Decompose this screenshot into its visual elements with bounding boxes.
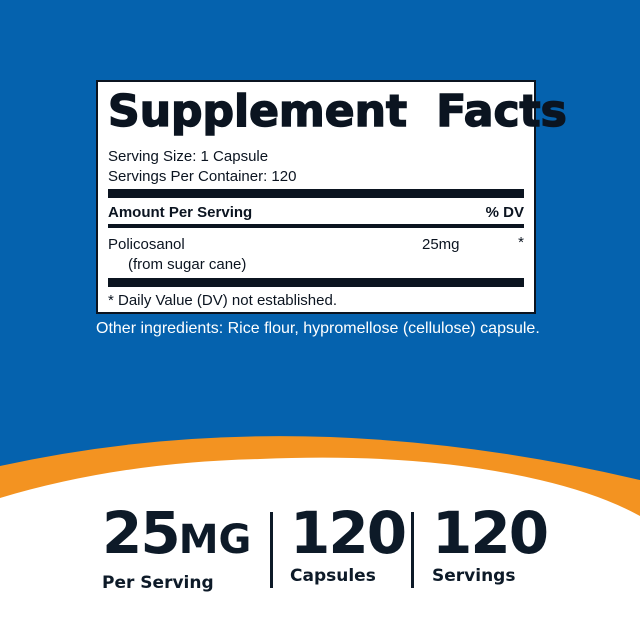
divider-thick — [108, 189, 524, 198]
stat-unit: MG — [178, 517, 252, 563]
stat-value: 120 — [432, 499, 549, 567]
supplement-facts-panel: Supplement Facts Serving Size: 1 Capsule… — [96, 80, 568, 314]
dv-header: % DV — [485, 204, 524, 221]
stat-value: 25 — [102, 499, 181, 567]
stat-label: Servings — [432, 566, 516, 586]
divider-thin — [108, 224, 524, 228]
stat-capsules: 120 Capsules — [290, 498, 407, 586]
stat-label: Per Serving — [102, 573, 214, 593]
divider-thick — [108, 278, 524, 287]
stat-value: 120 — [290, 499, 407, 567]
ingredient-source: (from sugar cane) — [128, 256, 247, 273]
stat-dose: 25MG Per Serving — [102, 498, 251, 593]
serving-size: Serving Size: 1 Capsule — [108, 148, 269, 165]
white-base — [0, 457, 640, 640]
other-ingredients: Other ingredients: Rice flour, hypromell… — [96, 320, 540, 337]
stat-divider — [270, 512, 273, 588]
stat-divider — [411, 512, 414, 588]
ingredient-dv: * — [518, 234, 524, 251]
ingredient-name: Policosanol — [108, 236, 185, 253]
ingredient-amount: 25mg — [422, 236, 460, 253]
panel-title: Supplement Facts — [107, 85, 567, 138]
stat-label: Capsules — [290, 566, 376, 586]
servings-per-container: Servings Per Container: 120 — [108, 168, 297, 185]
stat-servings: 120 Servings — [432, 498, 549, 586]
footnote: * Daily Value (DV) not established. — [108, 292, 337, 309]
amount-header: Amount Per Serving — [108, 204, 253, 221]
